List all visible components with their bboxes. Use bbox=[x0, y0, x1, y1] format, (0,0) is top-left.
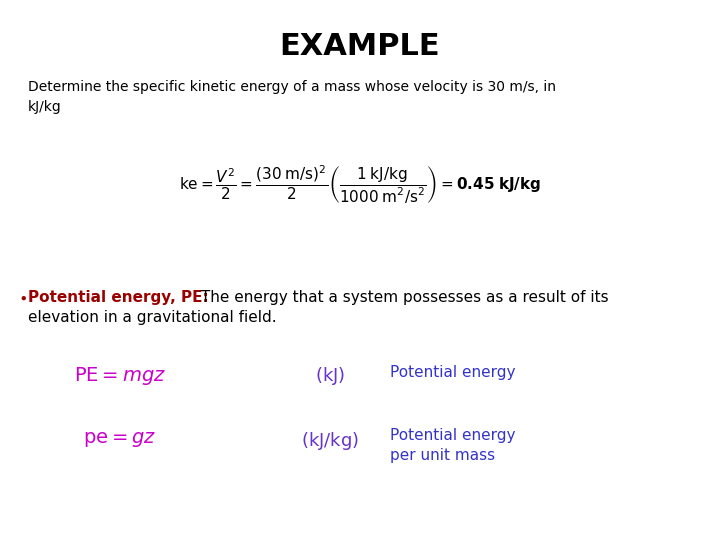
Text: $\mathrm{PE} = mgz$: $\mathrm{PE} = mgz$ bbox=[74, 365, 166, 387]
Text: Potential energy: Potential energy bbox=[390, 428, 516, 443]
Text: Potential energy, PE:: Potential energy, PE: bbox=[28, 290, 209, 305]
Text: kJ/kg: kJ/kg bbox=[28, 100, 62, 114]
Text: $(\mathrm{kJ})$: $(\mathrm{kJ})$ bbox=[315, 365, 345, 387]
Text: $\mathrm{ke} = \dfrac{V^{2}}{2} = \dfrac{(30\;\mathrm{m/s})^{2}}{2}\left(\dfrac{: $\mathrm{ke} = \dfrac{V^{2}}{2} = \dfrac… bbox=[179, 164, 541, 206]
Text: elevation in a gravitational field.: elevation in a gravitational field. bbox=[28, 310, 276, 325]
Text: $(\mathrm{kJ/kg})$: $(\mathrm{kJ/kg})$ bbox=[301, 430, 359, 452]
Text: Potential energy: Potential energy bbox=[390, 365, 516, 380]
Text: $\mathrm{pe} = gz$: $\mathrm{pe} = gz$ bbox=[84, 430, 157, 449]
Text: $\bullet$: $\bullet$ bbox=[18, 290, 27, 305]
Text: per unit mass: per unit mass bbox=[390, 448, 495, 463]
Text: The energy that a system possesses as a result of its: The energy that a system possesses as a … bbox=[196, 290, 608, 305]
Text: Determine the specific kinetic energy of a mass whose velocity is 30 m/s, in: Determine the specific kinetic energy of… bbox=[28, 80, 556, 94]
Text: EXAMPLE: EXAMPLE bbox=[279, 32, 441, 61]
